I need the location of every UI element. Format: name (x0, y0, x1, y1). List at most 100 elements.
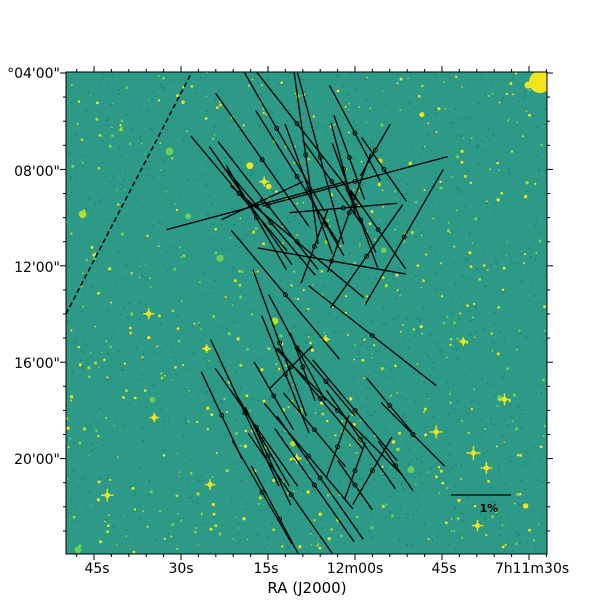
star (508, 399, 511, 403)
star (133, 396, 137, 400)
star (171, 523, 175, 526)
star (497, 305, 501, 309)
noise-pixel (452, 311, 454, 314)
noise-pixel (338, 409, 340, 411)
star (176, 327, 180, 330)
star (194, 531, 197, 534)
noise-pixel (351, 346, 353, 348)
noise-pixel (155, 539, 157, 541)
noise-pixel (137, 401, 140, 403)
noise-pixel (519, 412, 522, 415)
noise-pixel (480, 436, 482, 439)
star (455, 155, 460, 159)
noise-pixel (494, 260, 497, 263)
noise-pixel (73, 442, 75, 445)
noise-pixel (289, 546, 291, 549)
noise-pixel (140, 140, 143, 142)
noise-pixel (339, 479, 341, 482)
star (90, 94, 92, 96)
noise-pixel (492, 210, 495, 212)
star (482, 264, 486, 267)
noise-pixel (459, 511, 462, 513)
noise-pixel (212, 401, 214, 403)
star (486, 269, 489, 271)
star (398, 431, 402, 435)
noise-pixel (506, 539, 508, 542)
noise-pixel (429, 375, 431, 377)
noise-pixel (166, 508, 169, 511)
noise-pixel (528, 247, 531, 249)
noise-pixel (482, 453, 485, 455)
noise-pixel (132, 494, 134, 497)
star (179, 519, 183, 522)
star (214, 524, 218, 528)
noise-pixel (429, 358, 431, 361)
y-axis-labels: °04'00" 08'00" 12'00" 16'00" 20'00" (7, 66, 60, 468)
noise-pixel (91, 285, 93, 288)
noise-pixel (71, 136, 73, 139)
noise-pixel (503, 290, 505, 293)
noise-pixel (182, 138, 185, 140)
noise-pixel (74, 172, 77, 175)
noise-pixel (195, 314, 197, 316)
noise-pixel (533, 145, 535, 148)
noise-pixel (499, 330, 502, 333)
noise-pixel (517, 405, 519, 407)
noise-pixel (359, 545, 362, 547)
noise-pixel (204, 267, 206, 269)
noise-pixel (504, 509, 507, 512)
noise-pixel (355, 88, 358, 90)
noise-pixel (495, 262, 498, 265)
noise-pixel (139, 155, 141, 157)
noise-pixel (133, 194, 135, 197)
vector-star-marker (277, 516, 283, 522)
star (110, 301, 113, 304)
star (170, 535, 173, 538)
noise-pixel (321, 229, 324, 232)
star (148, 99, 150, 101)
star (132, 550, 136, 554)
noise-pixel (183, 151, 185, 154)
star (90, 504, 92, 507)
noise-pixel (147, 168, 149, 170)
noise-pixel (266, 549, 268, 552)
polarization-vector (289, 332, 316, 402)
noise-pixel (509, 455, 512, 457)
noise-pixel (127, 514, 129, 516)
star (347, 131, 350, 134)
star (216, 254, 224, 262)
noise-pixel (240, 218, 242, 220)
noise-pixel (352, 375, 355, 378)
noise-pixel (470, 334, 472, 336)
star (452, 321, 456, 325)
noise-pixel (261, 295, 263, 297)
noise-pixel (407, 103, 410, 105)
noise-pixel (259, 143, 262, 145)
polarization-vector (226, 169, 316, 276)
noise-pixel (77, 486, 80, 489)
noise-pixel (205, 392, 207, 395)
star (149, 277, 152, 280)
noise-pixel (414, 504, 416, 507)
star (538, 523, 540, 526)
noise-pixel (423, 381, 425, 384)
noise-pixel (126, 529, 128, 531)
noise-pixel (331, 123, 333, 125)
noise-pixel (395, 378, 397, 381)
noise-pixel (423, 488, 425, 491)
noise-pixel (185, 394, 187, 397)
noise-pixel (150, 535, 153, 538)
noise-pixel (373, 440, 376, 442)
vector-star-marker (311, 482, 317, 488)
noise-pixel (113, 330, 115, 333)
star (258, 503, 260, 505)
noise-pixel (214, 275, 217, 278)
star (344, 105, 347, 108)
star (440, 295, 444, 298)
noise-pixel (308, 334, 310, 336)
noise-pixel (505, 177, 508, 180)
star (165, 151, 168, 153)
noise-pixel (333, 488, 335, 490)
vector-star-marker (323, 379, 329, 384)
noise-pixel (382, 308, 384, 310)
